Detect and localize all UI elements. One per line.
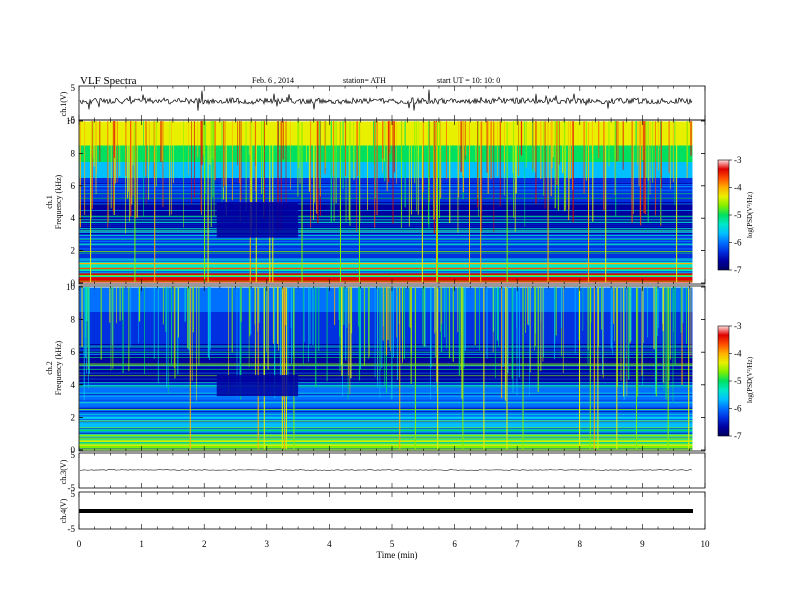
date-label: Feb. 6 , 2014	[252, 76, 294, 85]
colorbar-tick-label: -3	[734, 155, 742, 165]
x-tick-label: 1	[139, 539, 144, 549]
ch1-colorbar: -3 -4 -5 -6 -7	[717, 155, 742, 275]
y-tick-label: 10	[66, 116, 76, 126]
ch2-colorbar: -3 -4 -5 -6 -7	[717, 321, 742, 441]
start-time-label: start UT = 10: 10: 0	[437, 76, 500, 85]
y-tick-label: 0	[71, 278, 76, 288]
colorbar-tick-label: -4	[734, 349, 742, 359]
colorbar-tick-label: -5	[734, 210, 742, 220]
y-tick-label: 8	[71, 148, 76, 158]
y-tick-label: 10	[66, 282, 76, 292]
ch4-waveform-ylabel: ch.4(V)	[59, 498, 68, 523]
ch3-waveform-line	[79, 469, 693, 471]
x-axis-label: Time (min)	[377, 550, 418, 560]
y-tick-label: 2	[71, 412, 76, 422]
x-tick-label: 5	[390, 539, 395, 549]
waveform-y-tick-label: 5	[71, 489, 76, 499]
colorbar-tick-label: -7	[734, 431, 742, 441]
x-tick-label: 2	[202, 539, 207, 549]
y-tick-label: 0	[71, 445, 76, 455]
colorbar-ramp	[717, 159, 730, 271]
ch1-spectrogram: 10 8 6 4 2 0	[66, 116, 705, 288]
ch1-spectrogram-ylabel-channel: ch.1	[45, 195, 54, 209]
quiet-region	[216, 375, 299, 397]
ch2-colorbar-label: log(PSD(V²/Hz)	[746, 356, 754, 403]
x-tick-label: 4	[327, 539, 332, 549]
waveform-y-tick-label: -5	[68, 483, 76, 493]
ch1-waveform-line	[79, 89, 693, 111]
x-tick-label: 3	[265, 539, 270, 549]
colorbar-tick-label: -6	[734, 238, 742, 248]
ch3-waveform-ylabel: ch.3(V)	[59, 459, 68, 484]
waveform-y-tick-label: -5	[68, 524, 76, 534]
x-tick-label: 9	[640, 539, 645, 549]
spectrogram-background	[79, 121, 693, 283]
ch2-spectrogram-ylabel-frequency: Frequency (kHz)	[54, 340, 63, 395]
x-tick-label: 6	[452, 539, 457, 549]
y-tick-label: 6	[71, 181, 76, 191]
colorbar-tick-label: -5	[734, 376, 742, 386]
ch2-spectrogram-ylabel-channel: ch.2	[45, 361, 54, 375]
no-data-strip	[692, 287, 705, 450]
y-tick-label: 4	[71, 213, 76, 223]
x-tick-label: 7	[515, 539, 520, 549]
x-tick-label: 8	[578, 539, 583, 549]
colorbar-tick-label: -3	[734, 321, 742, 331]
waveform-y-tick-label: -5	[68, 115, 76, 125]
axis-ticks: 5-55-55-50 1 2 3 4 5 6 7 8 9 10	[68, 83, 711, 549]
ch1-waveform-ylabel: ch.1(V)	[59, 91, 68, 116]
colorbar-tick-label: -4	[734, 183, 742, 193]
waveform-y-tick-label: 5	[71, 83, 76, 93]
waveform-y-tick-label: 5	[71, 450, 76, 460]
x-tick-label: 10	[701, 539, 711, 549]
ch1-waveform-frame	[78, 85, 706, 121]
ch2-spectrogram: 10 8 6 4 2 0	[66, 282, 705, 455]
ch4-waveform-line	[79, 509, 693, 513]
ch1-spectrogram-ylabel-frequency: Frequency (kHz)	[54, 174, 63, 229]
station-label: station= ATH	[343, 76, 386, 85]
figure-title: VLF Spectra	[80, 75, 137, 87]
colorbar-ramp	[717, 325, 730, 437]
y-tick-label: 4	[71, 380, 76, 390]
y-tick-label: 6	[71, 347, 76, 357]
quiet-region	[216, 202, 299, 238]
y-tick-label: 8	[71, 315, 76, 325]
colorbar-tick-label: -7	[734, 265, 742, 275]
ch1-colorbar-label: log(PSD(V²/Hz)	[746, 191, 754, 238]
x-tick-label: 0	[77, 539, 82, 549]
y-tick-label: 2	[71, 246, 76, 256]
colorbar-tick-label: -6	[734, 404, 742, 414]
no-data-strip	[692, 121, 705, 283]
